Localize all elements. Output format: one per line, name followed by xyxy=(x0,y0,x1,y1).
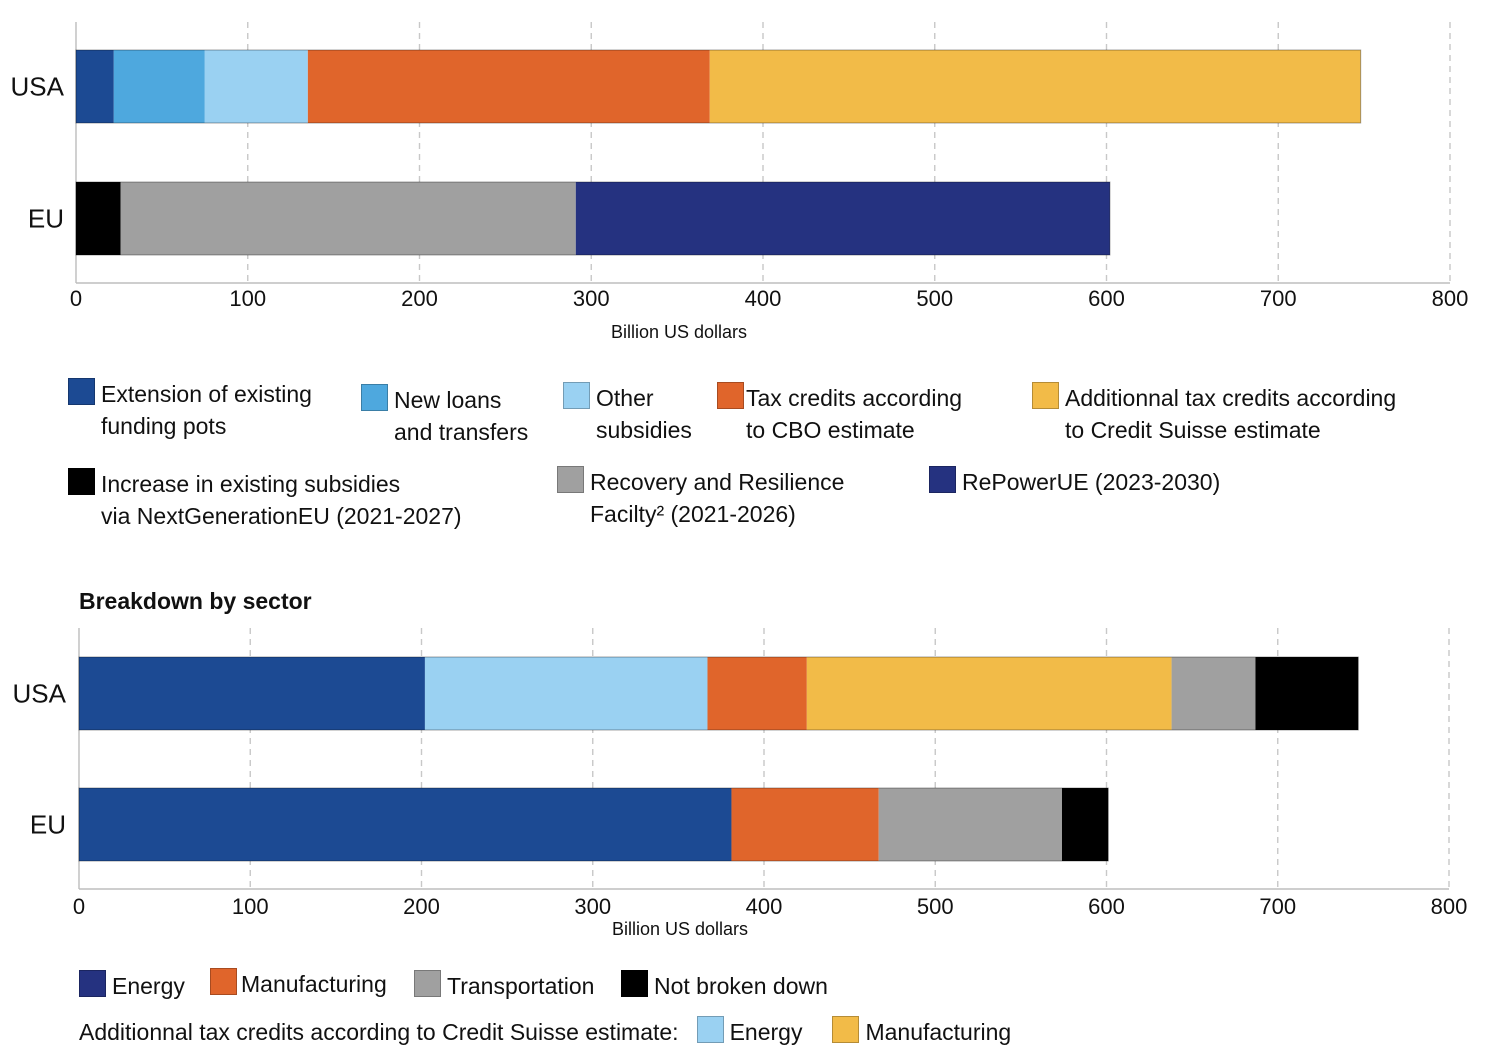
legend-label: Manufacturing xyxy=(241,971,387,997)
tick-label: 600 xyxy=(1088,286,1125,311)
legend-label: Other subsidies xyxy=(596,385,692,443)
bar-segment xyxy=(79,657,425,730)
legend-swatch xyxy=(68,378,95,405)
legend-item-nextgenerationeu: Increase in existing subsidies via NextG… xyxy=(68,468,462,532)
category-label: EU xyxy=(28,204,64,234)
tick-label: 0 xyxy=(73,894,85,919)
category-label: EU xyxy=(30,810,66,840)
legend-item-cs-energy: Energy xyxy=(696,1016,803,1048)
legend-note-credit-suisse: Additionnal tax credits according to Cre… xyxy=(79,1016,1011,1048)
tick-label: 0 xyxy=(70,286,82,311)
bar-segment xyxy=(120,182,576,255)
tick-label: 800 xyxy=(1432,286,1469,311)
bar-outline xyxy=(78,787,1109,862)
legend-item-not-broken-down: Not broken down xyxy=(621,970,828,1002)
x-axis-label: Billion US dollars xyxy=(611,322,747,342)
bar-segment xyxy=(307,50,710,123)
legend-label: Manufacturing xyxy=(865,1019,1012,1045)
legend-swatch xyxy=(557,466,584,493)
bar-segment xyxy=(1171,657,1256,730)
tick-label: 300 xyxy=(573,286,610,311)
category-label: USA xyxy=(11,72,65,102)
legend-item-recovery-resilience: Recovery and Resilience Facilty² (2021-2… xyxy=(557,466,844,530)
tick-label: 200 xyxy=(403,894,440,919)
legend-item-extension-existing-funding: Extension of existing funding pots xyxy=(68,378,312,442)
bar-segment xyxy=(79,788,732,861)
legend-label: Extension of existing funding pots xyxy=(101,381,312,439)
legend-swatch xyxy=(79,970,106,997)
tick-label: 500 xyxy=(917,894,954,919)
legend-label: Transportation xyxy=(447,973,595,999)
bar-segment xyxy=(707,657,807,730)
legend-label: Additionnal tax credits according to Cre… xyxy=(1065,385,1397,443)
legend-item-additional-tax-credits-cs: Additionnal tax credits according to Cre… xyxy=(1032,382,1396,446)
legend-swatch xyxy=(68,468,95,495)
tick-label: 100 xyxy=(232,894,269,919)
bar-outline xyxy=(75,181,1111,256)
legend-item-cs-manufacturing: Manufacturing xyxy=(832,1016,1011,1048)
legend-item-manufacturing: Manufacturing xyxy=(210,968,387,1000)
bar-segment xyxy=(1061,788,1109,861)
tick-label: 200 xyxy=(401,286,438,311)
legend-swatch xyxy=(361,384,388,411)
legend-label: Tax credits according to CBO estimate xyxy=(746,385,963,443)
legend-item-repowereu: RePowerUE (2023-2030) xyxy=(929,466,1220,498)
bar-outline xyxy=(78,656,1359,731)
legend-note-text: Additionnal tax credits according to Cre… xyxy=(79,1018,679,1045)
bar-segment xyxy=(1255,657,1359,730)
legend-item-new-loans: New loans and transfers xyxy=(361,384,528,448)
legend-swatch xyxy=(563,382,590,409)
tick-label: 600 xyxy=(1088,894,1125,919)
legend-label: Energy xyxy=(112,973,185,999)
x-axis-label: Billion US dollars xyxy=(612,919,748,939)
tick-label: 500 xyxy=(916,286,953,311)
tick-label: 700 xyxy=(1259,894,1296,919)
bar-segment xyxy=(424,657,708,730)
legend-item-tax-credits-cbo: Tax credits according to CBO estimate xyxy=(717,382,962,446)
legend-swatch xyxy=(929,466,956,493)
section-title: Breakdown by sector xyxy=(79,588,312,614)
bar-segment xyxy=(113,50,205,123)
bar-segment xyxy=(76,50,114,123)
legend-swatch xyxy=(1032,382,1059,409)
legend-label: RePowerUE (2023-2030) xyxy=(962,469,1221,495)
tick-label: 700 xyxy=(1260,286,1297,311)
bar-outline xyxy=(75,49,1362,124)
legend-swatch xyxy=(621,970,648,997)
legend-swatch xyxy=(832,1016,860,1043)
legend-label: Not broken down xyxy=(654,973,828,999)
bar-segment xyxy=(76,182,121,255)
legend-label: Increase in existing subsidies via NextG… xyxy=(101,471,462,529)
legend-swatch xyxy=(414,970,441,997)
legend-swatch xyxy=(210,968,237,995)
tick-label: 300 xyxy=(574,894,611,919)
category-label: USA xyxy=(13,679,67,709)
bar-segment xyxy=(709,50,1361,123)
legend-label: New loans and transfers xyxy=(394,387,529,445)
legend-swatch xyxy=(717,382,744,409)
bar-segment xyxy=(731,788,879,861)
chart-breakdown-by-sector: USA EU 0 100 200 300 400 500 600 700 800 Billion US… xyxy=(13,628,1468,939)
tick-label: 800 xyxy=(1431,894,1468,919)
legend-label: Recovery and Resilience Facilty² (2021-2… xyxy=(590,469,845,527)
legend-label: Energy xyxy=(729,1019,803,1045)
bar-segment xyxy=(575,182,1110,255)
bar-segment xyxy=(878,788,1062,861)
bar-segment xyxy=(806,657,1172,730)
tick-label: 400 xyxy=(745,286,782,311)
tick-label: 400 xyxy=(746,894,783,919)
legend-item-transportation: Transportation xyxy=(414,970,594,1002)
legend-item-energy: Energy xyxy=(79,970,185,1002)
bar-segment xyxy=(204,50,308,123)
tick-label: 100 xyxy=(229,286,266,311)
chart-overview: USA EU 0 100 200 300 400 500 600 700 800 Billion US… xyxy=(11,22,1469,342)
legend-swatch xyxy=(696,1016,724,1043)
legend-item-other-subsidies: Other subsidies xyxy=(563,382,692,446)
